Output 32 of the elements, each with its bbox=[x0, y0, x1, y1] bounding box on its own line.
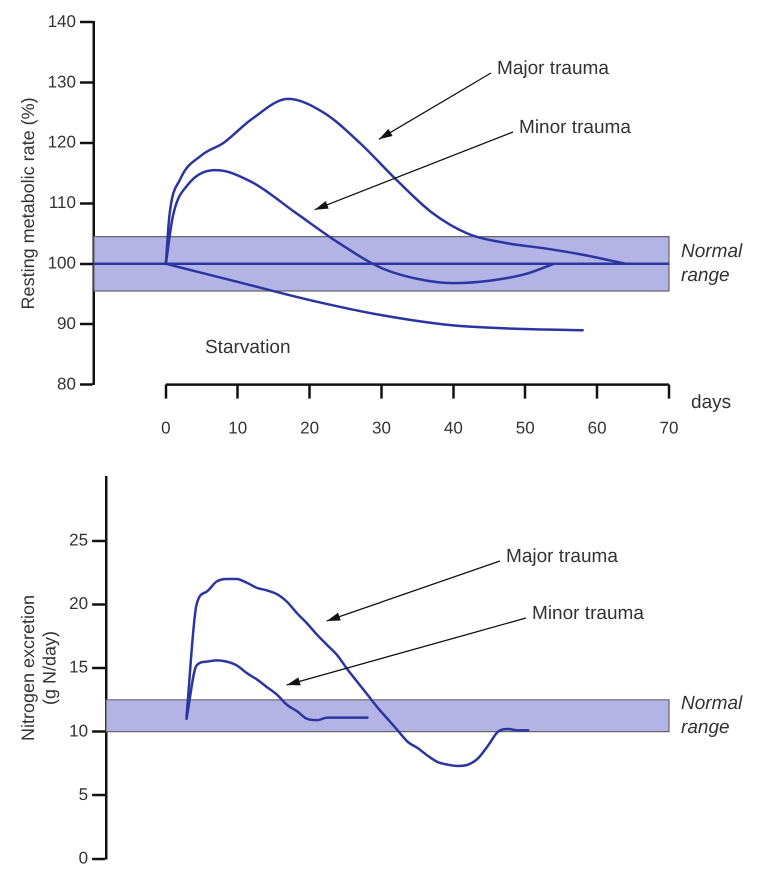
y-tick-label: 0 bbox=[78, 848, 88, 868]
x-tick-label: 70 bbox=[660, 418, 678, 438]
y-axis-title: Resting metabolic rate (%) bbox=[18, 97, 38, 310]
y-axis-title: Nitrogen excretion (g N/day) bbox=[18, 594, 60, 742]
text: Starvation bbox=[205, 337, 291, 358]
x-tick-label: 20 bbox=[300, 418, 320, 438]
band-label: Normal range bbox=[681, 692, 744, 738]
y-tick-label: 130 bbox=[48, 72, 76, 92]
y-tick-label: 25 bbox=[69, 530, 88, 550]
y-tick-label: 100 bbox=[48, 253, 76, 272]
text: Minor trauma bbox=[519, 117, 632, 138]
x-tick-label: 50 bbox=[516, 418, 535, 438]
y-tick-label: 110 bbox=[48, 193, 76, 212]
y-tick-label: 10 bbox=[69, 721, 88, 740]
y-tick-label: 5 bbox=[78, 784, 88, 804]
line-series bbox=[185, 578, 530, 768]
x-tick-label: 40 bbox=[444, 418, 463, 438]
text: Major trauma bbox=[506, 546, 618, 568]
x-axis-title: days bbox=[691, 392, 732, 413]
y-tick-label: 140 bbox=[48, 12, 76, 31]
text: Major trauma bbox=[497, 58, 610, 80]
x-tick-label: 60 bbox=[588, 418, 607, 438]
y-tick-label: 90 bbox=[57, 314, 76, 333]
text: Minor trauma bbox=[532, 603, 644, 624]
band-label: Normal range bbox=[681, 241, 744, 286]
y-tick-label: 80 bbox=[57, 374, 76, 394]
y-tick-label: 120 bbox=[48, 132, 76, 152]
x-tick-label: 0 bbox=[161, 418, 171, 438]
x-tick-label: 10 bbox=[228, 418, 248, 438]
x-tick-label: 30 bbox=[372, 418, 391, 438]
y-tick-label: 20 bbox=[69, 594, 88, 614]
y-tick-label: 15 bbox=[69, 658, 88, 677]
